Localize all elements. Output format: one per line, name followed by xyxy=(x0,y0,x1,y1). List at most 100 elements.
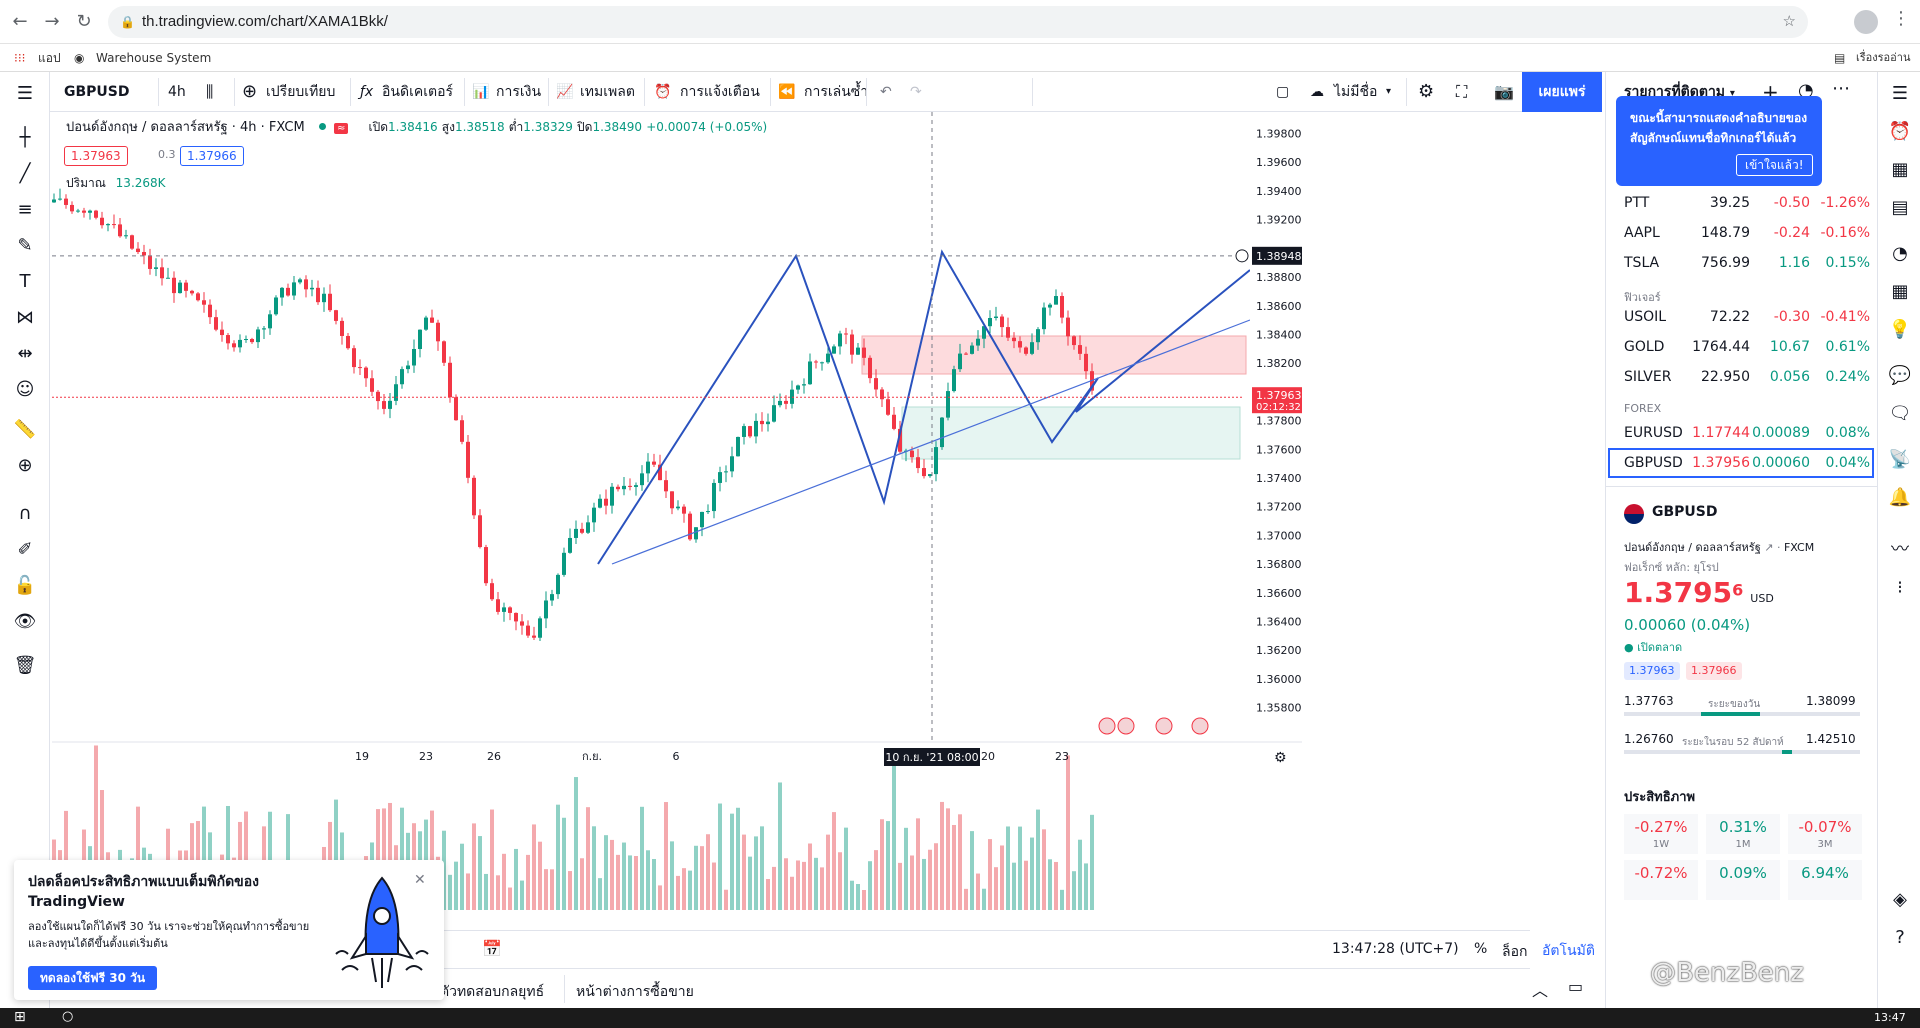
more-icon[interactable]: ⋯ xyxy=(1832,78,1850,99)
watchlist-row-eurusd[interactable]: EURUSD 1.17744 0.00089 0.08% xyxy=(1606,418,1878,448)
performance-cell[interactable]: 6.94% xyxy=(1788,860,1862,900)
indicators-button[interactable]: อินดิเคเตอร์ xyxy=(382,84,454,100)
pattern-icon[interactable]: ⋈ xyxy=(16,307,34,328)
cloud-icon[interactable]: ☁ xyxy=(1310,84,1324,100)
watchlist-row-silver[interactable]: SILVER 22.950 0.056 0.24% xyxy=(1606,362,1878,392)
trash-icon[interactable]: 🗑 xyxy=(13,655,37,676)
menu-dots-icon[interactable]: ⋮ xyxy=(1892,8,1910,29)
layout-icon[interactable]: ▢ xyxy=(1276,84,1290,100)
eye-icon[interactable]: 👁 xyxy=(13,611,37,632)
performance-cell[interactable]: -0.27% 1W xyxy=(1624,814,1698,854)
apps-icon[interactable]: ⁝⁝⁝ xyxy=(14,51,26,65)
back-icon[interactable]: ← xyxy=(12,11,28,32)
log-toggle[interactable]: ล็อก xyxy=(1502,944,1528,960)
maximize-panel-icon[interactable]: ▭ xyxy=(1568,977,1584,996)
settings-gear-icon[interactable]: ⚙ xyxy=(1418,81,1435,102)
taskbar-search-icon[interactable]: ○ xyxy=(62,1009,74,1024)
layout-name-button[interactable]: ไม่มีชื่อ xyxy=(1334,84,1378,100)
symbol-search[interactable]: GBPUSD xyxy=(64,84,130,100)
chat-icon[interactable]: 💬 xyxy=(1888,365,1912,386)
sell-button[interactable]: 1.37963 xyxy=(64,146,128,166)
axis-settings-icon[interactable]: ⚙ xyxy=(1274,750,1287,766)
star-icon[interactable]: ☆ xyxy=(1782,13,1796,30)
prediction-icon[interactable]: ⇹ xyxy=(17,343,33,364)
watchlist-row-ptt[interactable]: PTT 39.25 -0.50 -1.26% xyxy=(1606,188,1878,218)
promo-cta-button[interactable]: ทดลองใช้ฟรี 30 วัน xyxy=(28,966,158,990)
watchlist-row-gold[interactable]: GOLD 1764.44 10.67 0.61% xyxy=(1606,332,1878,362)
redo-icon[interactable]: ↷ xyxy=(910,84,922,100)
emoji-icon[interactable]: ☺ xyxy=(15,379,35,400)
data-window-icon[interactable]: ◔ xyxy=(1892,243,1908,264)
trendline-icon[interactable]: ╱ xyxy=(19,163,31,184)
event-flag-icon[interactable] xyxy=(1117,717,1135,735)
event-flag-icon[interactable] xyxy=(1098,717,1116,735)
performance-cell[interactable]: -0.72% xyxy=(1624,860,1698,900)
tab-trading-panel[interactable]: หน้าต่างการซื้อขาย xyxy=(576,984,694,1000)
reload-icon[interactable]: ↻ xyxy=(76,11,92,32)
messages-icon[interactable]: 🗨 xyxy=(1888,403,1912,424)
forward-icon[interactable]: → xyxy=(44,11,60,32)
event-flag-icon[interactable] xyxy=(1155,717,1173,735)
buy-button[interactable]: 1.37966 xyxy=(180,146,244,166)
zoom-icon[interactable]: ⊕ xyxy=(17,455,33,476)
watchlist-row-gbpusd[interactable]: GBPUSD 1.37956 0.00060 0.04% xyxy=(1606,448,1878,478)
text-icon[interactable]: T xyxy=(19,271,31,292)
auto-scale-toggle[interactable]: อัตโนมัติ xyxy=(1542,943,1595,959)
candle-type-icon[interactable]: ⫼ xyxy=(206,82,214,101)
windows-start-icon[interactable]: ⊞ xyxy=(14,1009,26,1025)
replay-icon[interactable]: ⏪ xyxy=(778,84,796,100)
ideas-icon[interactable]: 💡 xyxy=(1888,319,1912,340)
streams-icon[interactable]: 📡 xyxy=(1888,449,1912,470)
unlock-icon[interactable]: 🔓 xyxy=(13,575,37,596)
price-axis[interactable] xyxy=(1250,112,1302,742)
performance-cell[interactable]: 0.31% 1M xyxy=(1706,814,1780,854)
chart-pane[interactable]: 1.39800 1.39600 1.39400 1.39200 1.38800 1.386… xyxy=(52,4,1530,930)
notes-icon[interactable]: ▤ xyxy=(1891,197,1909,218)
replay-button[interactable]: การเล่นซ้ำ xyxy=(804,84,869,100)
pie-chart-icon[interactable]: ◔ xyxy=(1798,80,1814,101)
financials-icon[interactable]: 📊 xyxy=(472,84,490,100)
crosshair-icon[interactable]: ┼ xyxy=(19,127,31,148)
fib-icon[interactable]: ≡ xyxy=(17,199,33,220)
compare-icon[interactable]: ⊕ xyxy=(242,81,258,102)
ruler-icon[interactable]: 📏 xyxy=(13,419,37,440)
date-range-icon[interactable]: 📅 xyxy=(482,939,502,958)
help-icon[interactable]: ? xyxy=(1895,927,1905,948)
magnet-icon[interactable]: ∩ xyxy=(18,503,32,524)
close-icon[interactable]: ✕ xyxy=(414,872,426,888)
camera-icon[interactable]: 📷 xyxy=(1494,82,1514,101)
watchlist-row-aapl[interactable]: AAPL 148.79 -0.24 -0.16% xyxy=(1606,218,1878,248)
tab-strategy-tester[interactable]: ตัวทดสอบกลยุทธ์ xyxy=(440,984,545,1000)
calendar-icon[interactable]: ▦ xyxy=(1891,281,1909,302)
alert-icon[interactable]: ⏰ xyxy=(654,84,672,100)
templates-icon[interactable]: 📈 xyxy=(556,84,574,100)
publish-button[interactable]: เผยแพร่ xyxy=(1522,72,1602,112)
indicators-icon[interactable]: ƒx xyxy=(360,84,374,100)
bookmark-apps[interactable]: แอป xyxy=(38,51,61,65)
menu-icon[interactable]: ☰ xyxy=(16,83,34,104)
reading-list[interactable]: เรื่องรออ่าน xyxy=(1856,51,1911,64)
alerts-button[interactable]: การแจ้งเตือน xyxy=(680,84,760,100)
notifications-icon[interactable]: 🔔 xyxy=(1888,487,1912,508)
undo-icon[interactable]: ↶ xyxy=(880,84,892,100)
tooltip-got-it-button[interactable]: เข้าใจแล้ว! xyxy=(1736,154,1813,176)
watchlist-row-usoil[interactable]: USOIL 72.22 -0.30 -0.41% xyxy=(1606,302,1878,332)
lock-drawing-icon[interactable]: ✐ xyxy=(17,539,33,560)
brush-icon[interactable]: ✎ xyxy=(17,235,33,256)
dom-icon[interactable]: ⁝ xyxy=(1897,577,1903,598)
event-flag-icon[interactable] xyxy=(1191,717,1209,735)
performance-cell[interactable]: 0.09% xyxy=(1706,860,1780,900)
add-alert-icon[interactable] xyxy=(1235,249,1249,263)
performance-cell[interactable]: -0.07% 3M xyxy=(1788,814,1862,854)
address-bar[interactable]: 🔒 th.tradingview.com/chart/XAMA1Bkk/ ☆ xyxy=(108,6,1808,38)
fullscreen-icon[interactable]: ⛶ xyxy=(1456,82,1468,101)
bookmark-warehouse[interactable]: Warehouse System xyxy=(96,51,212,65)
profile-avatar[interactable] xyxy=(1854,10,1878,34)
external-link-icon[interactable]: ↗ xyxy=(1764,541,1774,554)
alarm-icon[interactable]: ⏰ xyxy=(1888,121,1912,142)
layers-icon[interactable]: ◈ xyxy=(1893,889,1907,910)
news-icon[interactable]: ▦ xyxy=(1891,159,1909,180)
templates-button[interactable]: เทมเพลต xyxy=(580,84,635,100)
financials-button[interactable]: การเงิน xyxy=(496,84,542,100)
price-chart[interactable]: 1.39800 1.39600 1.39400 1.39200 1.38800 1.386… xyxy=(52,4,1530,930)
